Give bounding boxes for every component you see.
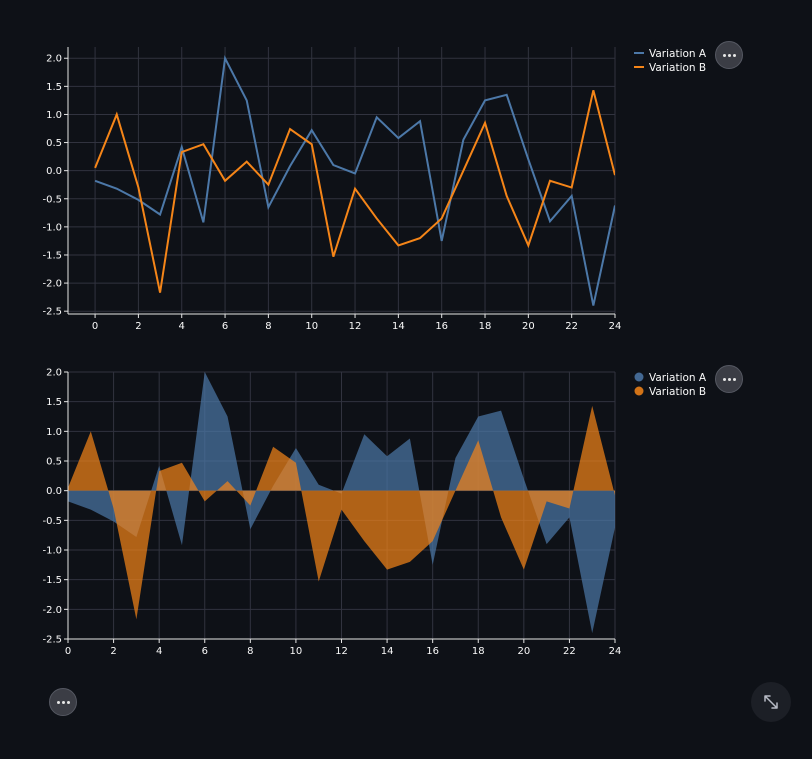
x-tick-label: 24 <box>609 646 622 657</box>
legend-symbol <box>634 372 644 382</box>
y-tick-label: -1.0 <box>42 546 62 557</box>
y-tick-label: -2.5 <box>42 307 62 318</box>
x-tick-label: 24 <box>609 321 622 332</box>
plot-area <box>68 47 615 314</box>
x-tick-label: 0 <box>92 321 98 332</box>
y-tick-label: 1.5 <box>46 82 62 93</box>
legend: Variation A Variation B <box>634 48 707 74</box>
y-tick-label: -2.5 <box>42 635 62 646</box>
area-series-1 <box>68 372 615 634</box>
y-tick-label: 0.0 <box>46 166 62 177</box>
y-tick-label: 1.0 <box>46 110 62 121</box>
area-series-2 <box>68 405 615 620</box>
x-tick-label: 14 <box>381 646 394 657</box>
x-tick-label: 8 <box>265 321 271 332</box>
x-tick-label: 6 <box>202 646 208 657</box>
chart-menu-button-1[interactable] <box>715 41 743 69</box>
y-tick-label: -0.5 <box>42 516 62 527</box>
x-tick-label: 16 <box>426 646 439 657</box>
expand-icon <box>764 695 778 709</box>
x-tick-label: 18 <box>479 321 492 332</box>
y-tick-label: 0.5 <box>46 457 62 468</box>
x-tick-label: 20 <box>522 321 535 332</box>
x-tick-label: 16 <box>435 321 448 332</box>
y-tick-label: -2.0 <box>42 605 62 616</box>
x-tick-label: 0 <box>65 646 71 657</box>
line-series-1 <box>94 54 615 306</box>
x-tick-label: 18 <box>472 646 485 657</box>
series-group <box>68 372 615 634</box>
chart-menu-button-2[interactable] <box>715 365 743 393</box>
fullscreen-button[interactable] <box>751 682 791 722</box>
line-series-2 <box>94 90 615 293</box>
y-tick-label: -0.5 <box>42 194 62 205</box>
x-tick-label: 2 <box>110 646 116 657</box>
x-tick-label: 22 <box>563 646 576 657</box>
x-tick-label: 8 <box>247 646 253 657</box>
legend-label: Variation A <box>649 48 707 60</box>
page-menu-button[interactable] <box>49 688 77 716</box>
series-group <box>94 54 615 306</box>
x-tick-label: 10 <box>290 646 303 657</box>
x-tick-label: 4 <box>156 646 162 657</box>
area-chart: 2.01.51.00.50.0-0.5-1.0-1.5-2.0-2.50 2 4 6 8… <box>42 368 707 658</box>
legend: Variation A Variation B <box>634 372 707 398</box>
y-tick-label: 2.0 <box>46 368 62 379</box>
legend-label: Variation B <box>649 62 706 74</box>
x-tick-label: 4 <box>179 321 185 332</box>
y-tick-label: 1.0 <box>46 427 62 438</box>
more-horizontal-icon <box>56 700 60 704</box>
y-tick-label: 1.5 <box>46 397 62 408</box>
line-chart: 2.01.51.00.50.0-0.5-1.0-1.5-2.0-2.50 2 4 6 8… <box>42 47 707 332</box>
y-tick-label: 0.0 <box>46 486 62 497</box>
x-tick-label: 10 <box>305 321 318 332</box>
y-tick-label: 2.0 <box>46 54 62 65</box>
x-tick-label: 12 <box>349 321 362 332</box>
more-horizontal-icon <box>722 377 726 381</box>
x-tick-label: 12 <box>335 646 348 657</box>
more-horizontal-icon <box>722 53 726 57</box>
y-tick-label: -2.0 <box>42 279 62 290</box>
x-tick-label: 14 <box>392 321 405 332</box>
legend-label: Variation B <box>649 386 706 398</box>
x-tick-label: 2 <box>135 321 141 332</box>
y-tick-label: 0.5 <box>46 138 62 149</box>
y-tick-label: -1.5 <box>42 575 62 586</box>
y-tick-label: -1.5 <box>42 250 62 261</box>
grid <box>68 47 616 314</box>
x-tick-label: 22 <box>565 321 578 332</box>
y-tick-label: -1.0 <box>42 222 62 233</box>
legend-label: Variation A <box>649 372 707 384</box>
x-tick-label: 6 <box>222 321 228 332</box>
legend-symbol <box>634 386 644 396</box>
x-tick-label: 20 <box>517 646 530 657</box>
